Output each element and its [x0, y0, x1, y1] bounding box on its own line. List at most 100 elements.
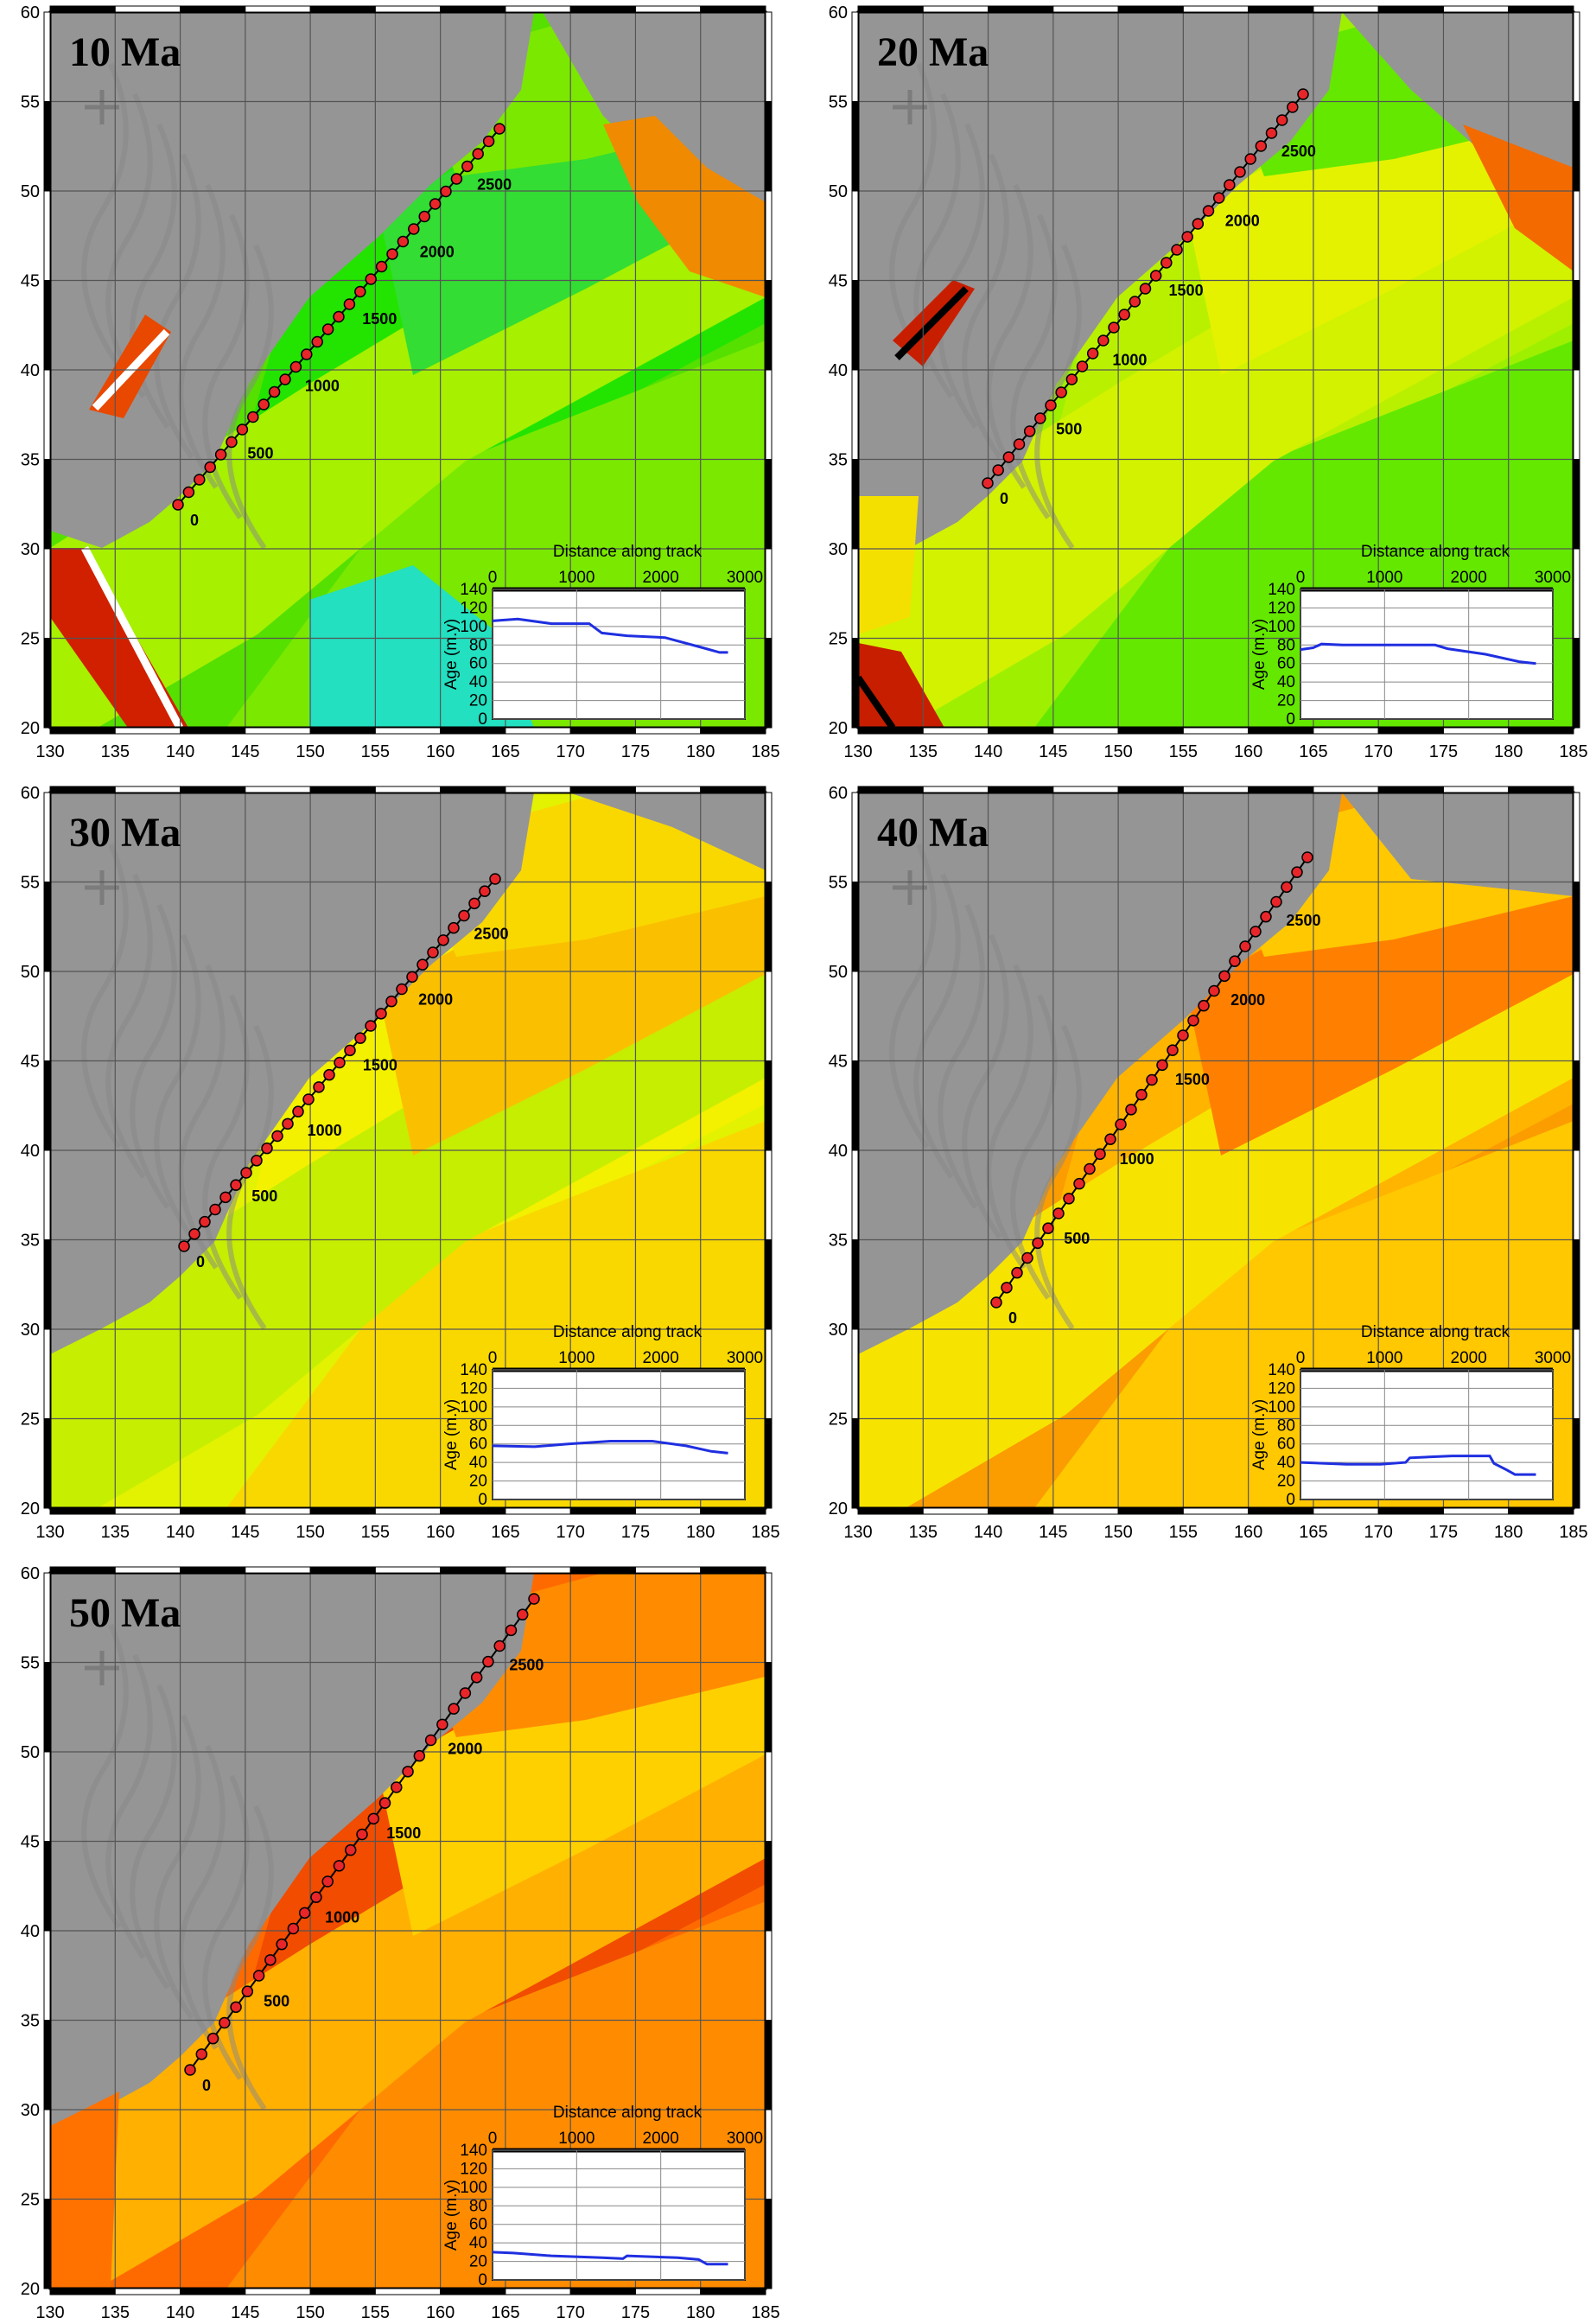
- frame-tick-bar: [851, 101, 859, 192]
- track-point: [1108, 322, 1120, 334]
- plus-marker: [893, 90, 927, 124]
- track-point: [450, 173, 463, 185]
- frame-tick-bar: [440, 786, 506, 793]
- track-point: [1023, 425, 1036, 437]
- lon-tick-label: 180: [686, 742, 715, 761]
- frame-tick-bar: [1508, 727, 1574, 735]
- frame-tick-bar: [765, 369, 773, 460]
- inset-y-tick-label: 140: [1268, 581, 1295, 599]
- track-point: [178, 1240, 190, 1252]
- track-point: [448, 921, 460, 934]
- inset-y-tick-label: 20: [469, 692, 487, 710]
- frame-tick-bar: [851, 882, 859, 972]
- frame-tick-bar: [765, 1060, 773, 1151]
- lat-tick-label: 50: [21, 182, 40, 201]
- track-point: [204, 461, 216, 474]
- inset-y-tick-label: 60: [1277, 655, 1295, 673]
- inset-plot-area: [1300, 1369, 1554, 1500]
- coast-relief: [105, 873, 153, 1179]
- frame-tick-bar: [700, 2288, 766, 2295]
- frame-tick-bar: [1442, 786, 1510, 793]
- track-point: [440, 185, 452, 198]
- frame-tick-bar: [700, 786, 766, 793]
- age-band: [309, 565, 534, 728]
- lat-tick-label: 60: [21, 784, 40, 803]
- track-point: [247, 411, 259, 423]
- frame-tick-bar: [180, 1507, 246, 1515]
- frame-tick-bar: [43, 792, 51, 882]
- frame-tick-bar: [1377, 1507, 1444, 1515]
- age-band: [603, 116, 766, 297]
- age-profile-line: [1300, 1455, 1536, 1476]
- frame-tick-bar: [851, 369, 859, 460]
- lon-tick-label: 155: [1169, 1523, 1198, 1542]
- inset-x-tick-label: 0: [488, 1349, 498, 1367]
- inset-x-tick-label: 1000: [1366, 569, 1402, 587]
- lat-tick-label: 30: [21, 1321, 40, 1340]
- frame-tick-bar: [922, 786, 989, 793]
- lat-tick-label: 45: [21, 1053, 40, 1072]
- track-point: [292, 1105, 304, 1117]
- lon-tick-label: 175: [1429, 742, 1458, 761]
- frame-tick-bar: [309, 727, 376, 735]
- lon-tick-label: 150: [1103, 742, 1132, 761]
- track-point: [1301, 851, 1313, 863]
- frame-tick-bar: [765, 548, 773, 639]
- frame-tick-bar: [1573, 1418, 1580, 1509]
- frame-tick-bar: [1313, 786, 1379, 793]
- frame-tick-bar: [374, 5, 442, 13]
- track-point: [219, 2016, 231, 2029]
- track-point: [334, 1056, 346, 1069]
- track-point: [1281, 881, 1293, 894]
- track-point: [302, 1093, 315, 1105]
- lon-tick-label: 170: [556, 742, 584, 761]
- lat-tick-label: 55: [21, 93, 40, 112]
- frame-tick-bar: [440, 2288, 506, 2295]
- track-point: [343, 298, 356, 310]
- inset-x-tick-label: 2000: [643, 1349, 679, 1367]
- inset-x-tick-label: 3000: [1535, 1349, 1571, 1367]
- track-point: [413, 1749, 426, 1762]
- frame-tick-bar: [1052, 727, 1119, 735]
- track-point: [1156, 1059, 1168, 1072]
- track-point: [992, 464, 1004, 476]
- track-point: [458, 909, 470, 922]
- age-band: [50, 1729, 766, 2289]
- track-point: [1181, 231, 1193, 243]
- inset-x-tick-label: 3000: [727, 1349, 763, 1367]
- inset-y-tick-label: 20: [469, 2253, 487, 2271]
- coast-relief: [1034, 244, 1082, 550]
- inset-y-tick-label: 100: [1268, 1398, 1295, 1417]
- coast-relief: [226, 244, 274, 550]
- age-band: [858, 168, 1574, 728]
- track-point: [1167, 1044, 1179, 1056]
- track-point: [344, 1843, 357, 1856]
- track-point: [333, 1860, 346, 1872]
- age-band: [1463, 124, 1574, 271]
- frame-tick-bar: [180, 786, 246, 793]
- lat-tick-label: 30: [829, 540, 848, 559]
- frame-tick-bar: [851, 971, 859, 1061]
- lat-tick-label: 30: [21, 540, 40, 559]
- lon-tick-label: 165: [491, 2303, 519, 2322]
- frame-tick-bar: [440, 1566, 506, 1574]
- frame-tick-bar: [245, 1507, 311, 1515]
- lon-tick-label: 150: [296, 742, 324, 761]
- frame-tick-bar: [1573, 101, 1580, 192]
- inset-y-tick-label: 0: [1286, 1491, 1295, 1509]
- lon-tick-label: 155: [1169, 742, 1198, 761]
- lat-tick-label: 25: [21, 1410, 40, 1429]
- frame-tick-bar: [765, 971, 773, 1061]
- coast-relief: [178, 964, 226, 1270]
- track-point: [1129, 296, 1141, 308]
- frame-tick-bar: [1442, 1507, 1510, 1515]
- track-point: [468, 897, 480, 910]
- inset-y-tick-label: 140: [460, 581, 487, 599]
- track-point: [418, 210, 430, 223]
- inset-x-tick-label: 0: [1296, 569, 1306, 587]
- track-distance-label: 2000: [1225, 213, 1260, 230]
- track-point: [1011, 1266, 1023, 1279]
- age-band: [50, 948, 766, 1508]
